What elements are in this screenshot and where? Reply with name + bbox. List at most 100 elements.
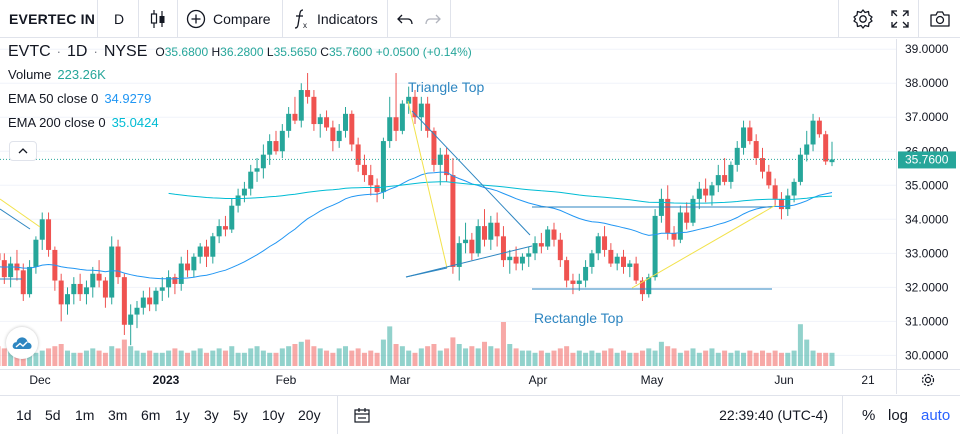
auto-toggle[interactable]: auto — [921, 406, 951, 424]
candle — [614, 253, 620, 271]
range-20y[interactable]: 20y — [298, 407, 321, 423]
volume-bar — [14, 352, 20, 366]
ema50-line — [0, 171, 833, 280]
candle — [633, 256, 639, 284]
compare-button[interactable]: Compare — [186, 0, 271, 38]
price-chart[interactable]: Triangle Top Rectangle Top 39.0000 38.0000… — [0, 39, 960, 394]
range-1m[interactable]: 1m — [75, 407, 95, 423]
volume-bar — [715, 352, 721, 366]
volume-bar — [564, 346, 570, 366]
volume-bar — [658, 341, 664, 366]
candle — [545, 226, 551, 250]
range-10y[interactable]: 10y — [262, 407, 285, 423]
range-1y[interactable]: 1y — [175, 407, 190, 423]
volume-bar — [627, 352, 633, 366]
undo-button[interactable] — [396, 0, 414, 38]
tradingview-logo[interactable] — [6, 327, 38, 359]
candle — [140, 290, 146, 315]
yellow-support-line[interactable] — [631, 204, 777, 289]
chart-area[interactable]: Triangle Top Rectangle Top 39.0000 38.0000… — [0, 39, 960, 394]
candle — [90, 266, 96, 298]
chart-drawings[interactable]: Triangle Top Rectangle Top — [0, 79, 777, 326]
candle — [121, 273, 127, 335]
candle — [469, 232, 475, 261]
range-3y[interactable]: 3y — [204, 407, 219, 423]
rectangle-top-label[interactable]: Rectangle Top — [534, 310, 623, 326]
candle — [406, 86, 412, 114]
volume-bar — [71, 352, 77, 366]
volume-bar — [305, 339, 311, 366]
candle — [374, 178, 380, 203]
fullscreen-button[interactable] — [890, 0, 910, 38]
candle — [703, 178, 709, 203]
candle — [39, 212, 45, 250]
triangle-top-label[interactable]: Triangle Top — [408, 79, 484, 95]
candle — [551, 222, 557, 247]
redo-button[interactable] — [424, 0, 442, 38]
clock-timezone[interactable]: 22:39:40 (UTC-4) — [719, 407, 828, 423]
legend-ticker: EVTC — [8, 43, 51, 60]
candle — [102, 277, 108, 308]
candle — [305, 73, 311, 104]
log-toggle[interactable]: log — [888, 406, 909, 424]
volume-bar — [90, 348, 96, 366]
time-axis[interactable]: Dec 2023 Feb Mar Apr May Jun 21 — [0, 369, 960, 388]
candle — [20, 263, 26, 301]
volume-bar — [147, 350, 153, 366]
volume-bar — [684, 350, 690, 366]
price-tick-label: 33.0000 — [905, 246, 949, 260]
candle — [709, 181, 715, 206]
indicators-label: Indicators — [317, 11, 378, 27]
candle — [147, 287, 153, 312]
candle — [494, 212, 500, 247]
interval-button[interactable]: D — [114, 11, 125, 27]
date-range-button[interactable] — [353, 396, 371, 434]
toolbar-divider — [450, 0, 451, 38]
blue-trend-line[interactable] — [0, 208, 31, 230]
triangle-base[interactable] — [405, 245, 533, 278]
undo-icon — [397, 14, 413, 25]
volume-bar — [431, 344, 437, 366]
price-axis[interactable]: 39.000038.000037.000036.000035.000034.00… — [0, 39, 956, 394]
volume-bar — [576, 350, 582, 366]
candle — [115, 239, 121, 284]
candle — [96, 260, 102, 288]
axis-settings-icon[interactable] — [921, 373, 935, 387]
candle — [431, 127, 437, 172]
settings-button[interactable] — [852, 0, 874, 38]
cloud-chart-icon — [12, 337, 32, 349]
range-5d[interactable]: 5d — [45, 407, 61, 423]
indicators-button[interactable]: x Indicators — [292, 0, 378, 38]
range-3m[interactable]: 3m — [108, 407, 128, 423]
triangle-right-leg[interactable] — [411, 110, 531, 236]
candle — [753, 134, 759, 165]
yellow-trend-line[interactable] — [0, 198, 41, 228]
candle — [279, 124, 285, 159]
volume-bar — [241, 352, 247, 366]
candle — [159, 277, 165, 301]
range-6m[interactable]: 6m — [141, 407, 161, 423]
candle — [229, 198, 235, 233]
volume-bar — [589, 350, 595, 366]
candle — [797, 147, 803, 186]
candle — [153, 287, 159, 312]
triangle-left-leg[interactable] — [407, 100, 448, 269]
volume-bar — [671, 348, 677, 366]
volume-bar — [747, 350, 753, 366]
percent-toggle[interactable]: % — [862, 406, 876, 424]
range-5y[interactable]: 5y — [233, 407, 248, 423]
volume-bar — [690, 348, 696, 366]
volume-bar — [444, 348, 450, 366]
volume-bar — [159, 352, 165, 366]
range-1d[interactable]: 1d — [16, 407, 32, 423]
volume-bar — [557, 348, 563, 366]
symbol-search[interactable]: EVERTEC IN — [9, 11, 96, 27]
snapshot-button[interactable] — [929, 0, 951, 38]
candle — [324, 110, 330, 131]
candle — [317, 113, 323, 138]
candles-style-button[interactable] — [149, 0, 167, 38]
candle — [627, 260, 633, 278]
legend-collapse-button[interactable] — [9, 141, 37, 161]
volume-bar — [583, 352, 589, 366]
candle — [741, 120, 747, 155]
